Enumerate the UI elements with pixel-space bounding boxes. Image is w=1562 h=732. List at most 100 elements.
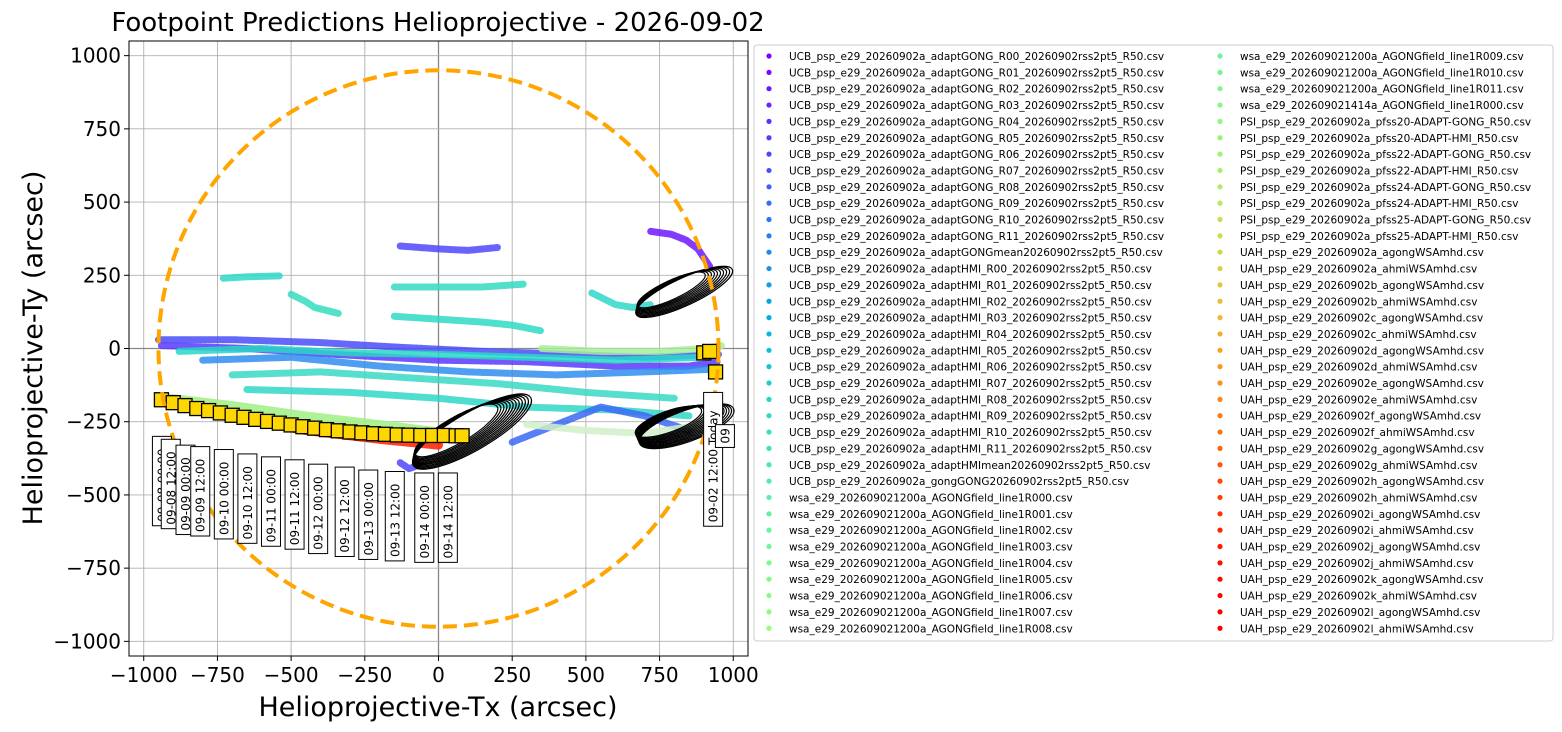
legend-marker xyxy=(1217,511,1223,517)
legend-marker xyxy=(766,511,772,517)
footpoint-track xyxy=(228,368,678,402)
legend-entry: PSI_psp_e29_20260902a_pfss24-ADAPT-GONG_… xyxy=(1240,182,1531,194)
legend-marker xyxy=(1217,69,1223,75)
date-label-text: 09-11 12:00 xyxy=(288,472,302,545)
legend-entry: wsa_e29_202609021200a_AGONGfield_line1R0… xyxy=(789,509,1073,521)
legend-entry: UCB_psp_e29_20260902a_adaptGONG_R03_2026… xyxy=(789,100,1164,112)
legend-marker xyxy=(1217,135,1223,141)
legend-entry: UAH_psp_e29_20260902h_ahmiWSAmhd.csv xyxy=(1240,492,1478,504)
legend-marker xyxy=(766,609,772,615)
legend-marker xyxy=(766,184,772,190)
legend-marker xyxy=(1217,380,1223,386)
legend-entry: PSI_psp_e29_20260902a_pfss25-ADAPT-GONG_… xyxy=(1240,215,1531,227)
legend-marker xyxy=(1217,233,1223,239)
legend-entry: UAH_psp_e29_20260902a_agongWSAmhd.csv xyxy=(1240,247,1484,259)
legend-marker xyxy=(1217,102,1223,108)
date-label-text: 09-10 00:00 xyxy=(217,462,231,535)
legend-marker xyxy=(766,380,772,386)
legend-entry: UAH_psp_e29_20260902d_ahmiWSAmhd.csv xyxy=(1240,362,1478,374)
legend-entry: wsa_e29_202609021200a_AGONGfield_line1R0… xyxy=(789,607,1073,619)
field-line-loop xyxy=(411,393,533,470)
date-label: 09 xyxy=(714,424,735,448)
legend-entry: wsa_e29_202609021200a_AGONGfield_line1R0… xyxy=(789,591,1073,603)
legend-entry: UCB_psp_e29_20260902a_adaptHMI_R07_20260… xyxy=(789,378,1152,390)
legend-marker xyxy=(766,200,772,206)
legend-marker xyxy=(1217,429,1223,435)
legend-marker xyxy=(1217,413,1223,419)
legend-entry: UAH_psp_e29_20260902c_agongWSAmhd.csv xyxy=(1240,313,1483,325)
date-label-box xyxy=(260,456,281,547)
legend-entry: UAH_psp_e29_20260902h_agongWSAmhd.csv xyxy=(1240,476,1484,488)
chart-title: Footpoint Predictions Helioprojective - … xyxy=(111,8,764,38)
footpoint-track xyxy=(390,312,546,335)
legend-entry: wsa_e29_202609021200a_AGONGfield_line1R0… xyxy=(1240,84,1524,96)
legend-marker xyxy=(766,249,772,255)
date-label: 09-14 00:00 xyxy=(414,472,435,563)
legend-entry: UAH_psp_e29_20260902g_ahmiWSAmhd.csv xyxy=(1240,460,1478,472)
legend-entry: UAH_psp_e29_20260902l_ahmiWSAmhd.csv xyxy=(1240,623,1474,635)
date-label-box xyxy=(384,471,405,562)
footpoint-track xyxy=(647,227,714,270)
date-label-text: 09-13 00:00 xyxy=(362,482,376,555)
x-tick-label: 0 xyxy=(432,663,445,687)
legend-entry: UCB_psp_e29_20260902a_adaptHMI_R02_20260… xyxy=(789,296,1152,308)
legend-marker xyxy=(766,560,772,566)
legend-entry: UCB_psp_e29_20260902a_adaptGONG_R00_2026… xyxy=(789,51,1164,63)
legend-entry: UAH_psp_e29_20260902i_ahmiWSAmhd.csv xyxy=(1240,525,1474,537)
legend-marker xyxy=(766,135,772,141)
date-label-box xyxy=(284,459,305,550)
x-tick-label: 1000 xyxy=(708,663,759,687)
legend-marker xyxy=(766,527,772,533)
legend-marker xyxy=(766,413,772,419)
date-label: 09-12 12:00 xyxy=(334,466,355,558)
legend-marker xyxy=(766,282,772,288)
legend-entry: UAH_psp_e29_20260902b_ahmiWSAmhd.csv xyxy=(1240,296,1478,308)
y-tick-label: −500 xyxy=(66,483,121,507)
date-label-text: 09-12 12:00 xyxy=(338,479,352,552)
field-line-loop xyxy=(635,265,734,319)
footpoint-track xyxy=(219,272,283,282)
legend-entry: wsa_e29_202609021200a_AGONGfield_line1R0… xyxy=(789,492,1073,504)
legend-marker xyxy=(766,265,772,272)
legend-marker xyxy=(1217,331,1223,337)
legend-entry: UAH_psp_e29_20260902b_agongWSAmhd.csv xyxy=(1240,280,1484,292)
legend-entry: UCB_psp_e29_20260902a_adaptHMI_R11_20260… xyxy=(789,443,1152,455)
legend-marker xyxy=(1217,576,1223,582)
legend-entry: UAH_psp_e29_20260902e_agongWSAmhd.csv xyxy=(1240,378,1484,390)
date-label: 09-13 00:00 xyxy=(358,469,379,560)
legend-entry: UCB_psp_e29_20260902a_gongGONG20260902rs… xyxy=(789,476,1129,488)
legend-entry: UCB_psp_e29_20260902a_adaptGONG_R05_2026… xyxy=(789,133,1164,145)
legend-marker xyxy=(766,625,772,631)
x-tick-label: −250 xyxy=(337,663,392,687)
legend-marker xyxy=(766,592,772,599)
date-label-box xyxy=(237,453,258,544)
legend-marker xyxy=(766,331,772,337)
legend-entry: UCB_psp_e29_20260902a_adaptGONG_R08_2026… xyxy=(789,182,1164,194)
legend-marker xyxy=(766,216,772,223)
legend-marker xyxy=(1217,609,1223,615)
legend-entry: wsa_e29_202609021200a_AGONGfield_line1R0… xyxy=(1240,51,1524,63)
x-tick-label: 500 xyxy=(567,663,605,687)
legend-entry: UAH_psp_e29_20260902i_agongWSAmhd.csv xyxy=(1240,509,1480,521)
legend-marker xyxy=(1217,560,1223,566)
legend-marker xyxy=(766,233,772,239)
legend-entry: UAH_psp_e29_20260902l_agongWSAmhd.csv xyxy=(1240,607,1480,619)
date-label-box xyxy=(213,449,234,540)
legend-marker xyxy=(1217,364,1223,370)
legend-entry: PSI_psp_e29_20260902a_pfss20-ADAPT-HMI_R… xyxy=(1240,133,1518,145)
x-tick-label: −750 xyxy=(190,663,245,687)
legend-marker xyxy=(1217,478,1223,484)
legend-entry: UAH_psp_e29_20260902a_ahmiWSAmhd.csv xyxy=(1240,264,1477,276)
footpoint-track xyxy=(175,345,708,364)
date-label-box xyxy=(358,469,379,560)
legend-entry: UCB_psp_e29_20260902a_adaptHMI_R06_20260… xyxy=(789,362,1152,374)
legend-marker xyxy=(1217,53,1223,59)
y-tick-label: 250 xyxy=(83,263,121,287)
legend-entry: UCB_psp_e29_20260902a_adaptGONG_R02_2026… xyxy=(789,84,1164,96)
legend-marker xyxy=(766,86,772,92)
legend-entry: UAH_psp_e29_20260902d_agongWSAmhd.csv xyxy=(1240,345,1484,357)
date-label-text: 09-12 00:00 xyxy=(312,476,326,549)
legend-entry: UCB_psp_e29_20260902a_adaptGONG_R04_2026… xyxy=(789,116,1164,128)
y-tick-label: 0 xyxy=(108,337,121,361)
